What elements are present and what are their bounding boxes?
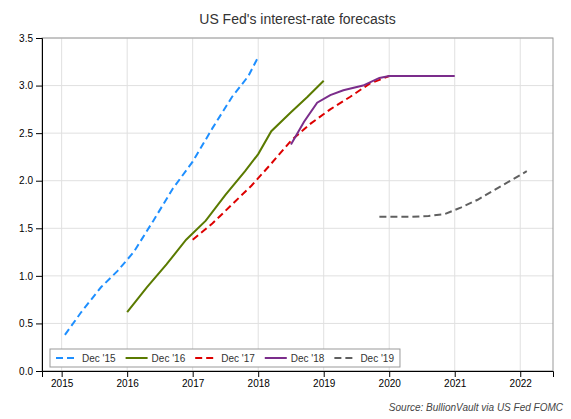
legend-label: Dec '15 <box>82 353 116 364</box>
legend-frame <box>50 349 400 367</box>
x-tick-mark <box>258 371 259 377</box>
y-axis-line <box>36 39 43 372</box>
y-tick-label: 0.5 <box>19 318 33 329</box>
y-tick-label: 3.5 <box>19 33 33 44</box>
grid-line-x <box>389 38 390 371</box>
legend-label: Dec '18 <box>291 353 325 364</box>
x-tick-mark <box>193 371 194 377</box>
y-tick-label: 2.5 <box>19 128 33 139</box>
x-tick-label: 2021 <box>444 378 467 389</box>
series-line <box>291 76 455 145</box>
y-tick: 0.5 <box>19 318 42 329</box>
x-tick: 2015 <box>51 371 74 389</box>
x-tick: 2016 <box>117 371 140 389</box>
y-tick-label: 1.0 <box>19 271 33 282</box>
legend-label: Dec '17 <box>221 353 255 364</box>
series-line <box>127 81 324 312</box>
annotation: Source: BullionVault via US Fed FOMC <box>389 402 564 413</box>
legend-swatch <box>265 357 287 359</box>
plot: 2015 2016 2017 2018 2019 2020 2021 2022 0.0 0.5 1.… <box>19 33 553 389</box>
x-tick-label: 2018 <box>248 378 271 389</box>
x-tick-label: 2017 <box>182 378 205 389</box>
y-tick-mark <box>36 276 42 277</box>
plot-frame <box>42 38 553 371</box>
y-tick: 1.5 <box>19 223 42 234</box>
x-axis: 2015 2016 2017 2018 2019 2020 2021 2022 <box>43 371 554 389</box>
y-tick-label: 1.5 <box>19 223 33 234</box>
x-tick-mark <box>127 371 128 377</box>
grid-line-x <box>454 38 455 371</box>
legend-swatch <box>195 357 217 359</box>
grid-line-y <box>42 275 553 276</box>
grid-line-x <box>61 38 62 371</box>
x-tick: 2020 <box>379 371 402 389</box>
y-tick-label: 2.0 <box>19 175 33 186</box>
grid-line-y <box>42 228 553 229</box>
series-line <box>65 57 258 335</box>
legend-label: Dec '19 <box>360 353 394 364</box>
y-tick-label: 3.0 <box>19 80 33 91</box>
legend-swatch <box>334 357 356 359</box>
x-tick-mark <box>520 371 521 377</box>
grid-line-x <box>258 38 259 371</box>
grid-line-y <box>42 180 553 181</box>
x-tick: 2019 <box>313 371 336 389</box>
x-tick-mark <box>62 371 63 377</box>
x-tick: 2018 <box>248 371 271 389</box>
legend-swatch <box>56 357 78 359</box>
y-tick: 0.0 <box>19 366 42 377</box>
y-tick-mark <box>36 181 42 182</box>
grid-line-x <box>323 38 324 371</box>
title: US Fed's interest-rate forecasts <box>199 11 395 27</box>
lines <box>65 57 527 335</box>
y-tick: 3.0 <box>19 80 42 91</box>
series-line <box>193 76 390 240</box>
grid-line-y <box>42 85 553 86</box>
y-axis: 0.0 0.5 1.0 1.5 2.0 2.5 3.0 3.5 <box>19 33 42 377</box>
series-line <box>379 171 526 217</box>
y-tick-mark <box>36 38 42 39</box>
x-tick-label: 2019 <box>313 378 336 389</box>
x-tick-label: 2022 <box>510 378 533 389</box>
x-axis-line <box>43 372 554 378</box>
x-tick-mark <box>455 371 456 377</box>
x-tick-mark <box>389 371 390 377</box>
y-tick: 2.5 <box>19 128 42 139</box>
y-tick-mark <box>36 323 42 324</box>
grid-line-x <box>192 38 193 371</box>
x-tick: 2022 <box>510 371 533 389</box>
x-tick-label: 2015 <box>51 378 74 389</box>
y-tick-label: 0.0 <box>19 366 33 377</box>
x-tick: 2017 <box>182 371 205 389</box>
legend-label: Dec '16 <box>152 353 186 364</box>
x-tick: 2021 <box>444 371 467 389</box>
legend: Dec '15 Dec '16 Dec '17 Dec '18 Dec '19 <box>50 349 400 367</box>
x-tick-label: 2020 <box>379 378 402 389</box>
y-tick-mark <box>36 371 42 372</box>
grid-line-x <box>127 38 128 371</box>
grid <box>42 38 553 371</box>
x-tick-label: 2016 <box>117 378 140 389</box>
y-tick: 3.5 <box>19 33 42 44</box>
legend-swatch <box>126 357 148 359</box>
y-tick: 1.0 <box>19 271 42 282</box>
y-tick-mark <box>36 86 42 87</box>
grid-line-x <box>520 38 521 371</box>
chart: 2015 2016 2017 2018 2019 2020 2021 2022 0.0 0.5 1.… <box>0 0 571 419</box>
y-tick-mark <box>36 228 42 229</box>
y-tick: 2.0 <box>19 175 42 186</box>
x-tick-mark <box>324 371 325 377</box>
grid-line-y <box>42 323 553 324</box>
y-tick-mark <box>36 133 42 134</box>
